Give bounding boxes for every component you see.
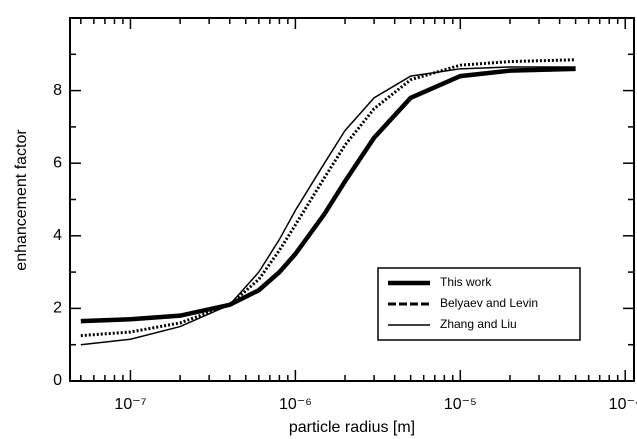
y-tick-label: 0 <box>53 372 62 389</box>
x-tick-label: 10⁻⁷ <box>114 396 146 413</box>
legend-label: Zhang and Liu <box>440 317 517 331</box>
series-line <box>80 66 576 346</box>
y-axis-label: enhancement factor <box>13 129 30 271</box>
legend-label: Belyaev and Levin <box>440 296 538 310</box>
y-tick-label: 8 <box>53 82 62 99</box>
x-axis-label: particle radius [m] <box>289 419 415 436</box>
legend-label: This work <box>440 275 492 289</box>
x-tick-label: 10⁻⁵ <box>444 396 477 413</box>
series-line <box>80 58 576 338</box>
series-line <box>80 66 576 324</box>
x-tick-label: 10⁻⁴ <box>609 396 637 413</box>
plot-frame <box>69 17 635 382</box>
y-tick-label: 6 <box>53 154 62 171</box>
y-tick-label: 4 <box>53 227 62 244</box>
x-tick-label: 10⁻⁶ <box>279 396 312 413</box>
y-tick-label: 2 <box>53 300 62 317</box>
